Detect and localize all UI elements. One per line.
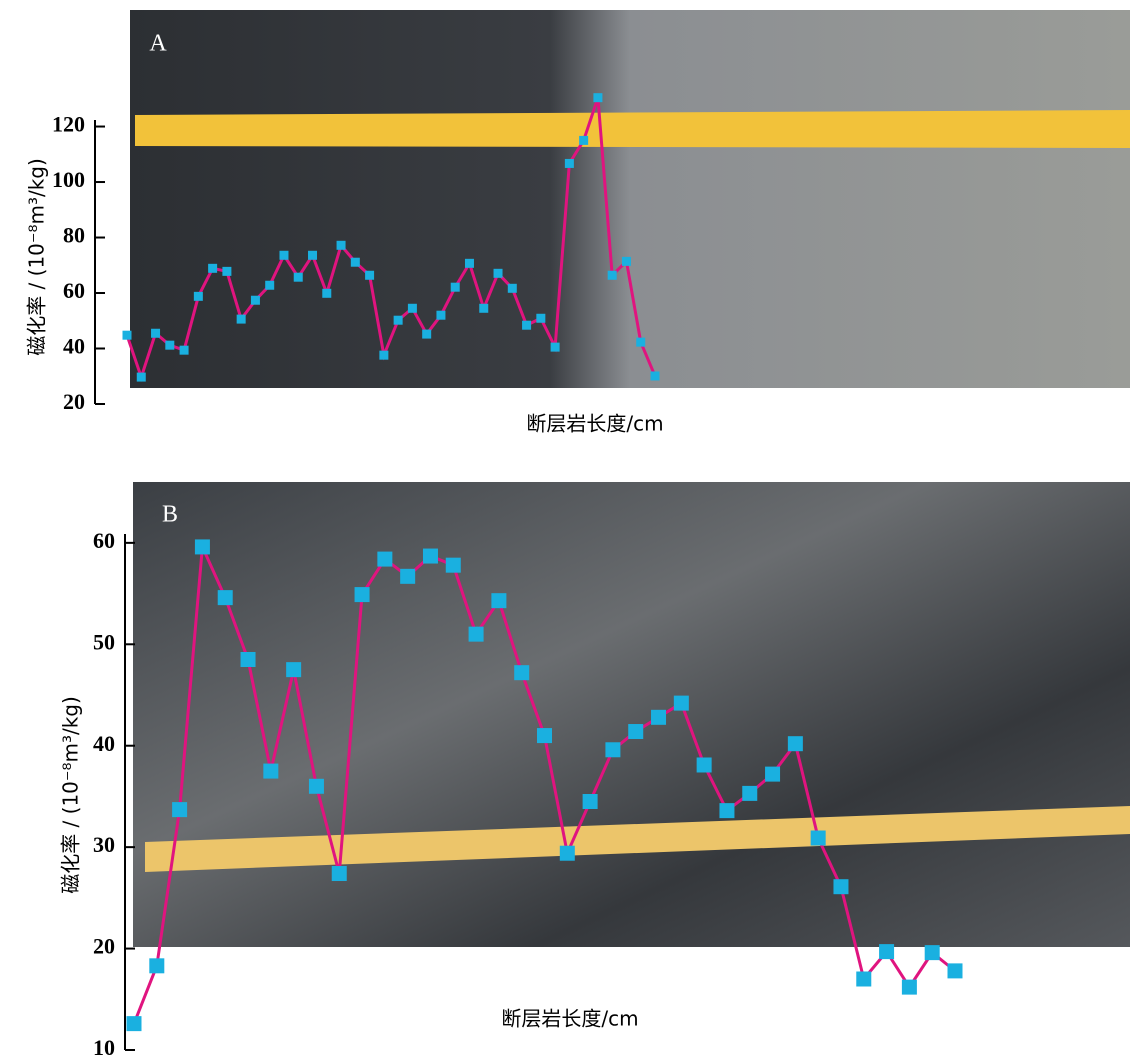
data-point [122,330,132,340]
data-point [422,329,432,339]
data-point [222,266,232,276]
data-point [250,295,260,305]
data-point [279,250,289,260]
data-point [651,709,667,725]
data-point [436,310,446,320]
data-point [450,282,460,292]
data-point [265,280,275,290]
data-point [537,728,552,744]
data-point [514,665,530,681]
panel-label: A [149,31,167,57]
data-point [879,944,895,960]
data-point [377,551,393,567]
data-point [607,270,617,280]
x-axis-label: 断层岩长度/cm [501,1007,638,1031]
data-point [696,757,712,773]
data-point [605,742,621,758]
data-point [628,724,644,740]
data-point [464,258,474,268]
data-point [151,328,161,338]
data-point [522,320,532,330]
data-point [193,291,203,301]
data-point [379,350,389,360]
y-axis-label: 磁化率 / (10⁻⁸m³/kg) [25,158,49,356]
data-point [286,662,302,678]
y-tick-label: 20 [63,389,85,414]
data-point [765,766,781,782]
data-point [407,303,417,313]
data-point [240,652,256,667]
data-point [593,93,603,103]
data-point [673,695,689,711]
data-point [833,879,849,895]
data-point [947,963,963,979]
data-point [493,268,503,278]
y-tick-label: 20 [93,934,115,959]
data-point [263,763,279,779]
data-point [422,548,438,564]
ruler [135,110,1130,148]
data-point [393,315,403,325]
data-point [742,785,758,801]
data-point [331,866,347,882]
data-point [126,1016,142,1032]
data-point [924,945,940,961]
data-point [365,270,375,280]
label-bg [480,1000,665,1040]
data-point [172,802,188,818]
data-point [491,593,507,609]
data-point [208,263,218,273]
data-point [165,340,175,350]
data-point [217,590,233,606]
data-point [579,135,589,145]
y-tick-label: 120 [52,112,85,137]
y-tick-label: 60 [93,528,115,553]
data-point [507,283,517,293]
data-point [336,240,346,250]
y-tick-label: 60 [63,278,85,303]
data-point [136,372,146,382]
data-point [354,587,370,603]
data-point [322,288,332,298]
photo [133,482,1130,947]
data-point [468,626,484,642]
y-tick-label: 50 [93,629,115,654]
data-point [787,736,803,752]
data-point [564,158,574,168]
data-point [445,557,461,573]
y-axis-label: 磁化率 / (10⁻⁸m³/kg) [59,696,83,894]
y-tick-label: 80 [63,223,85,248]
panel-label: B [162,502,178,528]
y-tick-label: 40 [93,731,115,756]
data-point [479,303,489,313]
data-point [719,803,735,819]
data-point [194,539,210,555]
data-point [582,794,598,809]
y-tick-label: 100 [52,167,85,192]
data-point [308,250,318,260]
y-tick-label: 40 [63,334,85,359]
data-point [650,371,660,381]
data-point [810,830,826,846]
data-point [293,272,303,282]
data-point [400,568,416,584]
photo [130,10,1130,388]
data-point [179,345,189,355]
data-point [621,256,631,266]
data-point [901,979,917,995]
y-tick-label: 30 [93,832,115,857]
y-tick-label: 10 [93,1035,115,1060]
data-point [636,337,646,347]
ruler [145,806,1130,872]
data-point [550,342,560,352]
x-axis-label: 断层岩长度/cm [526,412,663,436]
data-point [536,313,546,323]
data-point [308,778,324,794]
data-point [236,314,246,324]
data-point [559,845,575,861]
data-point [350,257,360,267]
data-point [856,971,872,987]
data-point [149,958,165,974]
